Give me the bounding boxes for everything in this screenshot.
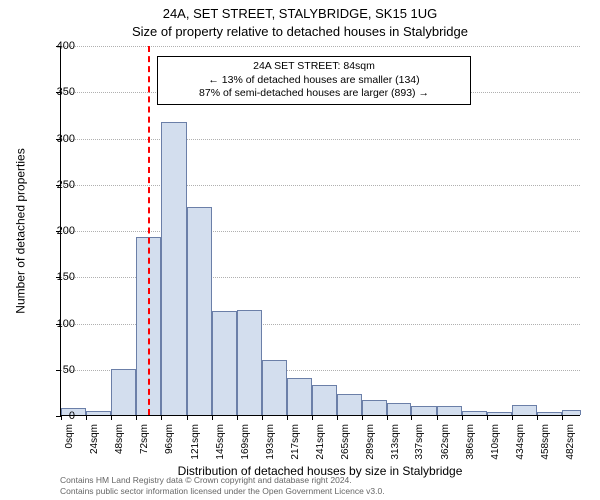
x-tick-label: 169sqm <box>240 424 251 460</box>
x-tick-label: 145sqm <box>215 424 226 460</box>
x-tick-label: 410sqm <box>490 424 501 460</box>
y-axis-label-wrap: Number of detached properties <box>14 46 28 416</box>
histogram-bar <box>237 310 262 415</box>
x-tick-mark <box>537 415 538 420</box>
histogram-bar <box>212 311 237 415</box>
x-tick-mark <box>411 415 412 420</box>
x-tick-label: 241sqm <box>315 424 326 460</box>
histogram-bar <box>562 410 581 415</box>
histogram-bar <box>262 360 287 415</box>
y-tick-label: 300 <box>35 133 75 145</box>
histogram-bar <box>86 411 111 415</box>
annotation-line: ← 13% of detached houses are smaller (13… <box>164 74 464 88</box>
x-tick-label: 337sqm <box>414 424 425 460</box>
y-tick-label: 250 <box>35 179 75 191</box>
x-tick-label: 458sqm <box>540 424 551 460</box>
x-tick-mark <box>287 415 288 420</box>
histogram-bar <box>387 403 412 415</box>
y-tick-label: 100 <box>35 318 75 330</box>
histogram-bar <box>337 394 362 415</box>
reference-line <box>148 46 150 415</box>
x-tick-label: 482sqm <box>565 424 576 460</box>
histogram-bar <box>312 385 337 415</box>
x-tick-label: 289sqm <box>365 424 376 460</box>
x-tick-mark <box>487 415 488 420</box>
footer-line-2: Contains public sector information licen… <box>60 486 580 497</box>
x-tick-mark <box>111 415 112 420</box>
y-tick-label: 200 <box>35 225 75 237</box>
x-tick-mark <box>562 415 563 420</box>
x-tick-label: 96sqm <box>164 424 175 454</box>
x-tick-mark <box>262 415 263 420</box>
x-tick-label: 217sqm <box>290 424 301 460</box>
y-axis-label: Number of detached properties <box>14 148 28 313</box>
x-tick-mark <box>136 415 137 420</box>
x-tick-mark <box>387 415 388 420</box>
plot-area: 24A SET STREET: 84sqm← 13% of detached h… <box>60 46 580 416</box>
histogram-bar <box>512 405 537 415</box>
gridline <box>61 139 580 140</box>
y-tick-label: 0 <box>35 410 75 422</box>
x-tick-mark <box>161 415 162 420</box>
x-tick-label: 313sqm <box>390 424 401 460</box>
histogram-bar <box>111 369 136 415</box>
x-tick-mark <box>187 415 188 420</box>
annotation-line: 24A SET STREET: 84sqm <box>164 60 464 74</box>
x-tick-mark <box>212 415 213 420</box>
x-tick-mark <box>337 415 338 420</box>
x-tick-label: 434sqm <box>515 424 526 460</box>
gridline <box>61 185 580 186</box>
histogram-bar <box>437 406 462 415</box>
x-tick-label: 24sqm <box>89 424 100 454</box>
gridline <box>61 231 580 232</box>
footer-line-1: Contains HM Land Registry data © Crown c… <box>60 475 580 486</box>
x-tick-mark <box>362 415 363 420</box>
x-tick-mark <box>437 415 438 420</box>
x-tick-mark <box>512 415 513 420</box>
title-subtitle: Size of property relative to detached ho… <box>0 24 600 39</box>
x-tick-label: 121sqm <box>190 424 201 460</box>
x-tick-mark <box>86 415 87 420</box>
y-tick-label: 50 <box>35 364 75 376</box>
annotation-line: 87% of semi-detached houses are larger (… <box>164 87 464 101</box>
histogram-bar <box>537 412 562 415</box>
x-tick-label: 72sqm <box>139 424 150 454</box>
y-tick-label: 350 <box>35 86 75 98</box>
x-tick-mark <box>462 415 463 420</box>
histogram-bar <box>487 412 512 415</box>
annotation-box: 24A SET STREET: 84sqm← 13% of detached h… <box>157 56 471 105</box>
histogram-bar <box>411 406 437 415</box>
x-tick-label: 193sqm <box>265 424 276 460</box>
x-tick-label: 362sqm <box>440 424 451 460</box>
y-tick-label: 400 <box>35 40 75 52</box>
histogram-bar <box>287 378 312 415</box>
chart-container: 24A, SET STREET, STALYBRIDGE, SK15 1UG S… <box>0 0 600 500</box>
x-tick-label: 48sqm <box>114 424 125 454</box>
histogram-bar <box>362 400 387 415</box>
y-tick-label: 150 <box>35 271 75 283</box>
histogram-bar <box>462 411 487 415</box>
x-tick-mark <box>312 415 313 420</box>
histogram-bar <box>187 207 212 415</box>
gridline <box>61 46 580 47</box>
x-tick-label: 265sqm <box>340 424 351 460</box>
x-tick-label: 0sqm <box>64 424 75 448</box>
title-address: 24A, SET STREET, STALYBRIDGE, SK15 1UG <box>0 6 600 21</box>
x-tick-mark <box>237 415 238 420</box>
histogram-bar <box>161 122 187 415</box>
x-tick-label: 386sqm <box>465 424 476 460</box>
